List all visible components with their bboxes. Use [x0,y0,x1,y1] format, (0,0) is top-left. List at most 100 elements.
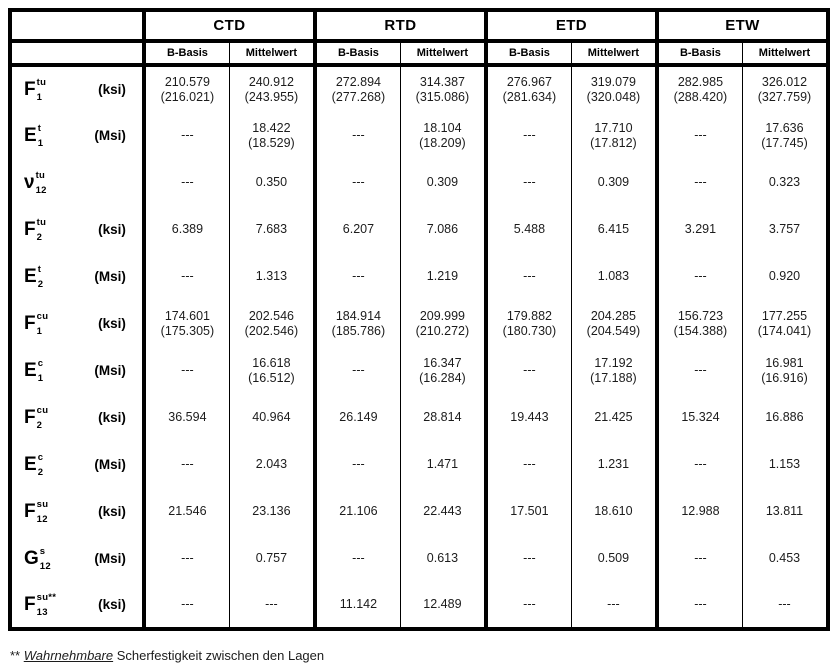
symbol-letter: G [24,548,39,569]
value-main: --- [523,269,536,283]
unit-label: (Msi) [94,128,126,143]
value-cell: 17.636 (17.745) [741,112,828,159]
value-main: --- [694,597,707,611]
value-main: --- [181,128,194,142]
value-main: 209.999 [419,308,466,323]
symbol-subscript: 12 [36,514,48,525]
value-cell: --- [654,253,743,300]
value-cell: 0.323 [741,159,828,206]
value-main: --- [694,457,707,471]
value-cell: 1.471 [399,441,486,488]
value-main: 26.149 [339,410,378,424]
value-cell: 40.964 [228,394,315,441]
value-cell: 6.207 [312,206,401,253]
unit-label: (ksi) [98,222,126,237]
value-main: 1.231 [597,457,630,471]
value-main: 21.106 [339,504,378,518]
value-cell: --- [312,441,401,488]
value-main: 16.347 [423,355,462,370]
value-main: 1.083 [597,269,630,283]
symbol-letter: F [24,501,36,522]
value-main: 5.488 [513,222,546,236]
value-cell: --- [483,253,572,300]
value-paren: (320.048) [586,89,641,104]
value-paren: (16.512) [248,370,295,385]
value-main: 17.501 [510,504,549,518]
value-paren: (17.188) [590,370,637,385]
value-main: 319.079 [590,74,637,89]
unit-label: (Msi) [94,551,126,566]
value-main: 1.153 [768,457,801,471]
value-cell: --- [312,535,401,582]
table-row: ν tu 12 --- 0.350 --- 0.309 --- 0.309 --- 0.323 [10,159,828,206]
subheader-etw-mittelwert: Mittelwert [741,41,828,67]
value-cell: 12.988 [654,488,743,535]
material-properties-table: CTD RTD ETD ETW B-Basis Mittelwert B-Basis Mit… [8,8,830,631]
value-main: 18.104 [423,120,462,135]
value-main: 0.613 [426,551,459,565]
value-paren: (327.759) [757,89,812,104]
unit-label: (ksi) [98,82,126,97]
value-cell: --- [312,159,401,206]
value-cell: 210.579 (216.021) [141,65,230,112]
value-cell: --- [483,112,572,159]
unit-label: (Msi) [94,457,126,472]
value-cell: 276.967 (281.634) [483,65,572,112]
value-main: 0.757 [255,551,288,565]
value-main: 16.618 [252,355,291,370]
symbol-superscript: c [37,358,44,369]
value-paren: (16.284) [419,370,466,385]
value-cell: --- [141,535,230,582]
symbol-superscript: su [36,499,49,510]
value-cell: 174.601 (175.305) [141,300,230,347]
symbol-subscript: 1 [37,138,44,149]
symbol-letter: F [24,79,36,100]
value-main: --- [523,363,536,377]
value-cell: --- [483,441,572,488]
value-cell: 18.104 (18.209) [399,112,486,159]
symbol-subscript: 1 [37,373,44,384]
value-cell: 0.613 [399,535,486,582]
value-main: 202.546 [248,308,295,323]
value-cell: 28.814 [399,394,486,441]
value-main: 0.309 [597,175,630,189]
value-main: --- [352,363,365,377]
value-main: --- [352,457,365,471]
value-cell: 16.981 (16.916) [741,347,828,394]
value-main: 6.207 [342,222,375,236]
symbol-superscript: c [37,452,44,463]
value-cell: 282.985 (288.420) [654,65,743,112]
value-cell: 16.618 (16.512) [228,347,315,394]
value-cell: 7.683 [228,206,315,253]
value-cell: --- [654,582,743,629]
value-main: --- [694,551,707,565]
value-cell: 19.443 [483,394,572,441]
value-cell: 326.012 (327.759) [741,65,828,112]
value-cell: 21.546 [141,488,230,535]
material-properties-table-wrapper: CTD RTD ETD ETW B-Basis Mittelwert B-Basis Mit… [8,8,830,631]
value-main: 17.192 [594,355,633,370]
value-main: --- [181,269,194,283]
symbol-subscript: 2 [37,279,44,290]
value-cell: 3.291 [654,206,743,253]
value-cell: --- [654,441,743,488]
subheader-ctd-mittelwert: Mittelwert [228,41,315,67]
value-cell: --- [741,582,828,629]
symbol-subscript: 12 [35,185,47,196]
symbol-subscript: 1 [36,92,43,103]
symbol-letter: E [24,266,37,287]
value-paren: (16.916) [761,370,808,385]
value-cell: 179.882 (180.730) [483,300,572,347]
